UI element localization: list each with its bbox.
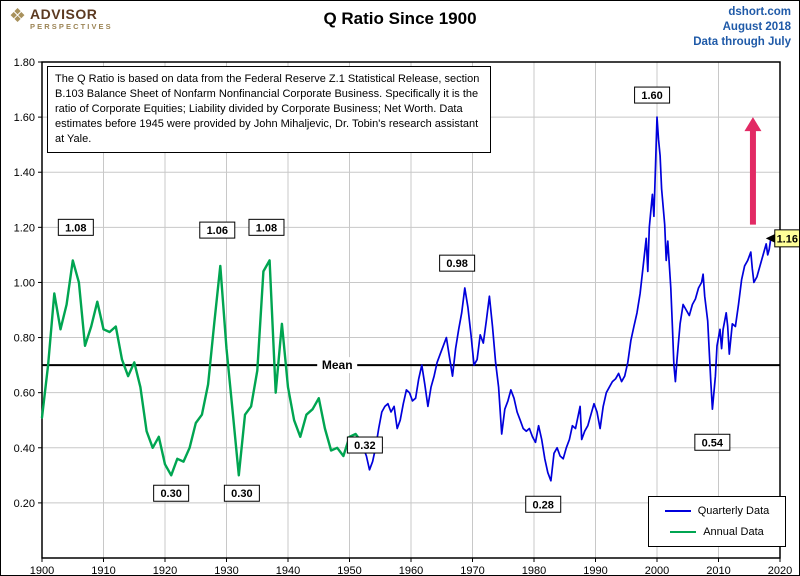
source-note: Data through July <box>693 35 791 48</box>
quarterly-data-series-line <box>362 116 772 482</box>
current-value-label: 1.16 <box>777 233 798 245</box>
source-block: dshort.com August 2018 Data through July <box>693 5 791 50</box>
point-label: 0.98 <box>446 258 467 270</box>
x-tick-label: 1960 <box>399 565 423 576</box>
point-label: 1.08 <box>256 222 277 234</box>
legend-item-annual-data: Annual Data <box>649 526 785 538</box>
point-label-box <box>153 484 190 502</box>
logo-text-perspectives: PERSPECTIVES <box>30 22 113 31</box>
legend-item-label: Quarterly Data <box>697 505 770 517</box>
y-tick-label: 0.80 <box>14 333 35 345</box>
point-label-box <box>525 495 562 513</box>
point-label: 0.54 <box>702 437 724 449</box>
point-label-box <box>346 436 383 454</box>
y-tick-label: 0.40 <box>14 443 35 455</box>
x-tick-label: 2000 <box>645 565 669 576</box>
point-label-box <box>199 221 236 239</box>
x-tick-label: 1910 <box>91 565 115 576</box>
plot-border <box>41 61 781 559</box>
y-tick-label: 0.20 <box>14 498 35 510</box>
x-tick-label: 1900 <box>30 565 54 576</box>
annotation-text: The Q Ratio is based on data from the Fe… <box>55 73 480 145</box>
point-label: 1.06 <box>207 225 228 237</box>
point-label-box <box>57 218 94 236</box>
x-tick-label: 1990 <box>583 565 607 576</box>
annotation-box: The Q Ratio is based on data from the Fe… <box>47 66 491 153</box>
logo-diamonds-icon: ❖ <box>9 6 27 27</box>
legend-line-swatch <box>670 531 697 533</box>
point-label-box <box>248 218 285 236</box>
x-tick-label: 1940 <box>276 565 300 576</box>
chart-legend: Quarterly Data Annual Data <box>648 496 786 547</box>
logo-text-advisor: ADVISOR <box>30 6 98 22</box>
y-tick-label: 1.80 <box>14 57 35 69</box>
y-tick-label: 1.20 <box>14 222 35 234</box>
y-tick-label: 0.60 <box>14 388 35 400</box>
mean-label-bg <box>317 357 358 374</box>
x-tick-label: 2020 <box>768 565 792 576</box>
callout-arrow-left-icon <box>765 233 776 243</box>
source-site: dshort.com <box>728 6 791 18</box>
trend-up-arrow-icon <box>744 117 762 225</box>
mean-label: Mean <box>322 358 353 372</box>
point-label-box <box>694 433 731 451</box>
x-tick-label: 1920 <box>153 565 177 576</box>
x-tick-label: 2010 <box>706 565 730 576</box>
point-label: 0.30 <box>160 488 181 500</box>
chart-title: Q Ratio Since 1900 <box>323 9 477 28</box>
point-label-box <box>223 484 260 502</box>
x-tick-label: 1950 <box>337 565 361 576</box>
point-label: 0.30 <box>231 488 252 500</box>
y-tick-label: 1.00 <box>14 277 35 289</box>
y-tick-label: 1.60 <box>14 112 35 124</box>
legend-item-quarterly-data: Quarterly Data <box>649 505 785 517</box>
x-tick-label: 1970 <box>460 565 484 576</box>
point-label-box <box>634 86 671 104</box>
x-tick-label: 1930 <box>214 565 238 576</box>
point-label: 1.08 <box>65 222 86 234</box>
point-label: 0.28 <box>533 499 554 511</box>
point-label: 0.32 <box>354 440 375 452</box>
source-date: August 2018 <box>722 20 791 33</box>
y-tick-label: 1.40 <box>14 167 35 179</box>
legend-item-label: Annual Data <box>703 526 764 538</box>
logo-text: ADVISOR PERSPECTIVES <box>30 6 113 32</box>
annual-data-series-line <box>40 259 363 477</box>
x-tick-label: 1980 <box>522 565 546 576</box>
point-label: 1.60 <box>641 90 662 102</box>
legend-line-swatch <box>664 510 691 512</box>
advisor-perspectives-logo: ❖ ADVISOR PERSPECTIVES <box>9 6 113 32</box>
point-label-box <box>439 254 476 272</box>
